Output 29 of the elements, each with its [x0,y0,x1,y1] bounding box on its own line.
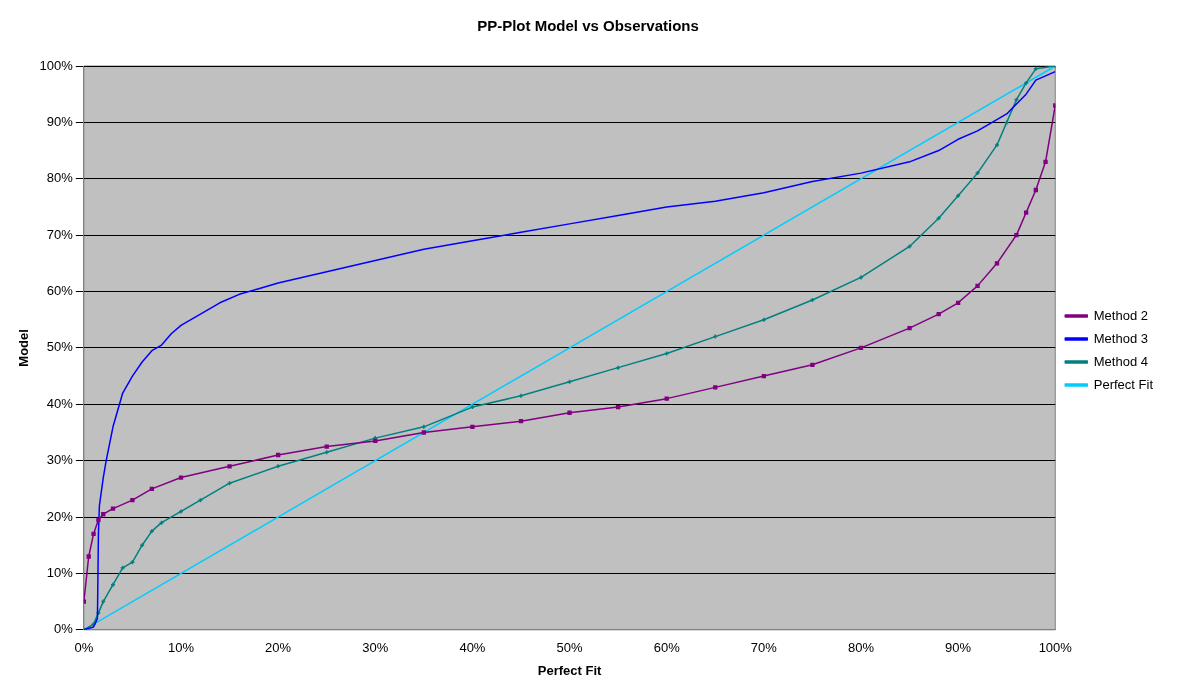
legend-label: Method 3 [1093,330,1148,346]
y-tick-label: 20% [46,508,74,524]
x-tick-label: 80% [847,640,875,656]
y-tick-label: 90% [46,113,74,129]
x-tick-label: 40% [459,640,486,656]
y-axis-title: Model [16,329,32,367]
x-tick-label: 50% [556,640,583,656]
legend-label: Method 4 [1093,353,1148,369]
legend-label: Perfect Fit [1093,376,1154,392]
x-tick-label: 10% [167,640,195,656]
chart-title: PP-Plot Model vs Observations [477,17,699,35]
y-tick-label: 30% [46,452,74,468]
y-tick-label: 0% [54,621,74,637]
y-tick-label: 50% [46,339,74,355]
y-tick-label: 40% [46,395,74,411]
x-tick-label: 60% [653,640,681,656]
x-tick-label: 70% [750,640,778,656]
y-tick-label: 80% [46,170,74,186]
x-tick-label: 90% [945,640,972,656]
y-tick-label: 60% [46,283,74,299]
y-tick-label: 10% [46,565,74,580]
x-tick-label: 0% [74,640,94,656]
x-axis-title: Perfect Fit [537,662,603,678]
x-tick-label: 100% [1038,640,1073,656]
x-tick-label: 20% [265,640,292,656]
y-tick-label: 100% [39,57,74,73]
y-tick-label: 70% [46,226,74,242]
legend-label: Method 2 [1093,307,1148,323]
x-tick-label: 30% [362,640,389,656]
